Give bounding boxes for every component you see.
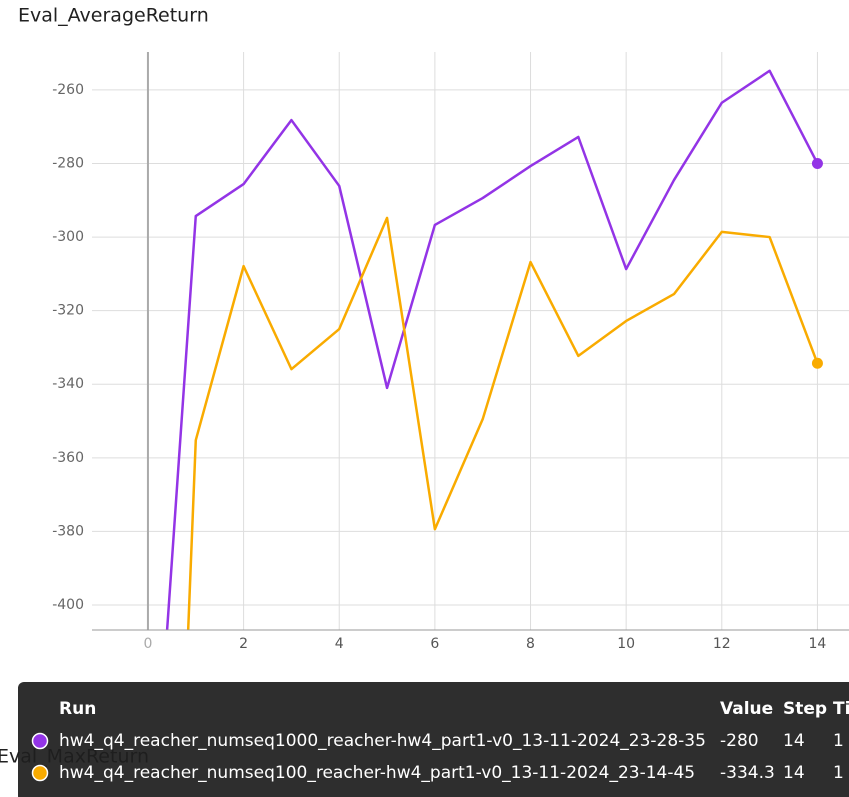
tooltip-header: Ti [833,699,849,719]
legend-swatch [31,764,49,782]
x-tick-label: 0 [143,636,152,652]
x-tick-label: 8 [526,636,535,652]
run-name: hw4_q4_reacher_numseq1000_reacher-hw4_pa… [59,731,706,751]
legend-swatch [31,732,49,750]
tooltip-header: Value [720,699,773,719]
y-tick-label: -280 [52,155,84,171]
run-step: 14 [783,731,805,751]
y-tick-label: -400 [52,597,84,613]
x-tick-label: 10 [617,636,635,652]
last-point [811,157,823,169]
run-step: 14 [783,763,805,783]
y-tick-label: -260 [52,82,84,98]
y-tick-label: -300 [52,229,84,245]
run-name: hw4_q4_reacher_numseq100_reacher-hw4_par… [59,763,695,783]
tooltip-header: Step [783,699,827,719]
y-tick-label: -340 [52,376,84,392]
y-tick-label: -320 [52,303,84,319]
y-tick-label: -380 [52,523,84,539]
x-tick-label: 2 [239,636,248,652]
x-tick-label: 14 [809,636,827,652]
last-point [811,357,823,369]
chart-title: Eval_AverageReturn [18,5,209,27]
x-tick-label: 12 [713,636,731,652]
x-tick-label: 4 [335,636,344,652]
series-line [186,216,819,630]
tooltip-header: Run [59,699,96,719]
series-line [165,69,819,630]
run-time: 1 [833,763,844,783]
run-value: -334.3 [720,763,775,783]
run-value: -280 [720,731,759,751]
x-tick-label: 6 [430,636,439,652]
y-tick-label: -360 [52,450,84,466]
run-time: 1 [833,731,844,751]
tooltip [18,682,849,797]
